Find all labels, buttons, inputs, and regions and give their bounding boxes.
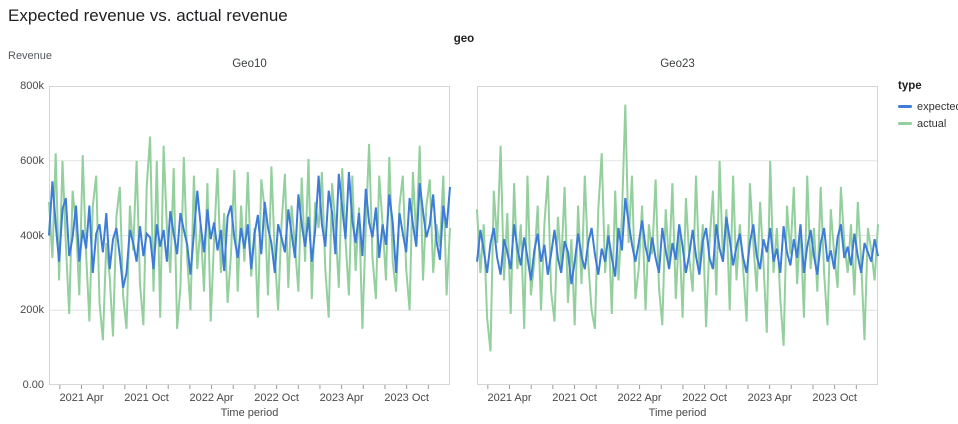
x-tick-label: 2022 Apr [618,392,662,404]
x-tick-label: 2021 Oct [552,392,597,404]
x-tick-label: 2022 Oct [254,392,299,404]
y-tick-label: 600k [20,154,44,167]
expected-line-swatch-icon [898,105,912,108]
x-axis-title: Time period [649,407,707,419]
x-tick-label: 2021 Oct [124,392,169,404]
panel-title-geo10: Geo10 [232,58,267,70]
y-tick-label: 0.00 [22,379,44,391]
y-axis-tick-labels: 800k 600k 400k 200k 0.00 [0,80,44,391]
x-tick-label: 2023 Apr [748,392,792,404]
x-axis-title: Time period [221,407,279,419]
y-tick-label: 200k [20,304,44,317]
y-tick-label: 400k [20,229,44,242]
legend-item-expected: expected [898,98,958,115]
plot-svg-geo23: 2021 Apr 2021 Oct 2022 Apr 2022 Oct 2023 Apr… [476,86,879,419]
x-tick-label: 2022 Oct [682,392,727,404]
x-tick-label: 2022 Apr [190,392,234,404]
x-tick-label: 2021 Apr [59,392,103,404]
legend-item-actual: actual [898,115,958,132]
actual-line-swatch-icon [898,122,912,125]
y-axis-title: Revenue [8,50,53,62]
plot-svg-geo10: 2021 Apr 2021 Oct 2022 Apr 2022 Oct 2023 Apr… [48,86,451,419]
page-title: Expected revenue vs. actual revenue [8,6,288,25]
legend-label-actual: actual [917,117,947,130]
x-tick-label: 2023 Apr [320,392,364,404]
facet-header-label: geo [453,33,475,45]
x-tick-label: 2023 Oct [384,392,429,404]
legend: type expected actual [898,80,958,132]
plot-panel-geo10: 2021 Apr 2021 Oct 2022 Apr 2022 Oct 2023 Apr… [48,86,451,421]
y-tick-label: 800k [20,80,44,92]
panel-title-geo23: Geo23 [660,58,695,70]
plot-panel-geo23: 2021 Apr 2021 Oct 2022 Apr 2022 Oct 2023 Apr… [476,86,879,421]
legend-title: type [898,80,922,92]
x-tick-label: 2023 Oct [812,392,857,404]
legend-label-expected: expected [917,100,958,113]
x-tick-label: 2021 Apr [487,392,531,404]
